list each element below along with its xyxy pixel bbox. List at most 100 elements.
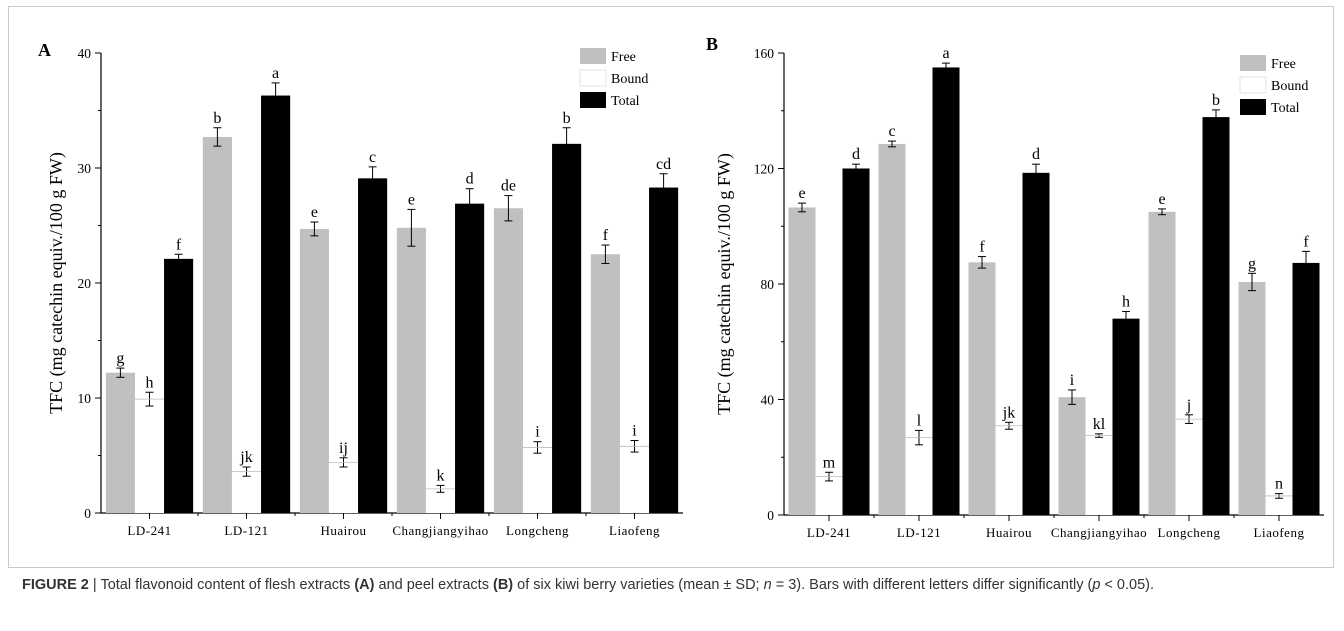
panel-b-significance-letter: l [917, 412, 922, 429]
panel-a-significance-letter: f [176, 236, 182, 253]
panel-b-bar-bound [1086, 436, 1113, 515]
panel-a-significance-letter: cd [656, 156, 671, 173]
panel-a-bar-free [494, 208, 523, 513]
panel-a-y-tick-label: 10 [78, 391, 92, 406]
panel-a-y-tick-label: 40 [78, 46, 92, 61]
panel-a-significance-letter: k [437, 467, 445, 484]
panel-b-bar-bound [816, 477, 843, 515]
panel-b-legend-swatch-free [1240, 55, 1266, 71]
panel-b-legend-label-free: Free [1271, 57, 1296, 72]
caption-text-3: of six kiwi berry varieties (mean ± SD; [513, 577, 764, 593]
panel-a-x-tick-label: Changjiangyihao [392, 523, 488, 538]
panel-b-x-tick-label: Longcheng [1158, 525, 1221, 540]
panel-a-bar-free [300, 229, 329, 513]
panel-b-bar-bound [1266, 496, 1293, 515]
panel-a-y-tick-label: 20 [78, 276, 92, 291]
panel-a-bar-bound [232, 472, 261, 513]
panel-b-y-tick-label: 80 [761, 277, 775, 292]
panel-a-significance-letter: de [501, 178, 516, 195]
panel-b-significance-letter: h [1122, 293, 1130, 310]
panel-b-x-tick-label: LD-241 [807, 525, 851, 540]
panel-b-bar-free [1059, 397, 1086, 515]
panel-a-bar-free [397, 228, 426, 513]
caption-separator: | [89, 577, 101, 593]
charts-canvas: A TFC (mg catechin equiv./100 g FW) 0 10 20 3… [0, 0, 1344, 570]
panel-b-y-axis-title: TFC (mg catechin equiv./100 g FW) [714, 153, 735, 415]
panel-b-significance-letter: e [1158, 191, 1165, 208]
panel-a-bar-total [358, 178, 387, 513]
caption-n-symbol: n [764, 577, 772, 593]
panel-a-legend-swatch-free [580, 48, 606, 64]
panel-b-significance-letter: e [798, 185, 805, 202]
panel-b-bar-total [1023, 173, 1050, 515]
panel-b-significance-letter: g [1248, 255, 1256, 272]
panel-a-significance-letter: e [311, 204, 318, 221]
caption-ref-a: (A) [354, 577, 374, 593]
panel-a-significance-letter: i [632, 423, 637, 440]
panel-a-bar-total [649, 188, 678, 513]
panel-b-significance-letter: a [942, 45, 949, 62]
panel-a-y-axis-title: TFC (mg catechin equiv./100 g FW) [46, 152, 67, 414]
panel-b-legend-label-total: Total [1271, 101, 1300, 116]
panel-a-x-tick-label: Huairou [320, 523, 366, 538]
panel-a-significance-letter: g [116, 350, 124, 367]
panel-b-legend-label-bound: Bound [1271, 79, 1308, 94]
panel-a-x-tick-label: LD-241 [127, 523, 171, 538]
caption-text-5: < 0.05). [1100, 577, 1154, 593]
panel-b-bar-free [1239, 282, 1266, 515]
panel-b-significance-letter: b [1212, 92, 1220, 109]
panel-b-label: B [706, 34, 718, 54]
panel-a-bar-total [164, 259, 193, 513]
panel-a-x-tick-label: Liaofeng [609, 523, 660, 538]
panel-a-x-tick-label: LD-121 [224, 523, 268, 538]
panel-a-x-tick-label: Longcheng [506, 523, 569, 538]
panel-b-y-tick-label: 40 [761, 393, 775, 408]
panel-a-legend-label-bound: Bound [611, 72, 648, 87]
panel-a-significance-letter: e [408, 191, 415, 208]
panel-a-bar-total [455, 204, 484, 513]
panel-b-bar-free [1149, 212, 1176, 515]
panel-a-significance-letter: b [563, 110, 571, 127]
panel-b-bar-bound [906, 438, 933, 515]
panel-b-significance-letter: kl [1093, 416, 1106, 433]
panel-a-bar-free [591, 254, 620, 513]
panel-b-y-tick-label: 160 [754, 46, 775, 61]
panel-a-significance-letter: h [146, 374, 154, 391]
panel-b-significance-letter: f [979, 239, 985, 256]
panel-b-y-tick-label: 0 [767, 508, 774, 523]
panel-a-bar-total [261, 96, 290, 513]
panel-a-bar-bound [135, 399, 164, 513]
panel-b-bar-bound [1176, 419, 1203, 515]
panel-b-y-tick-label: 120 [754, 162, 775, 177]
panel-b-x-tick-label: Liaofeng [1254, 525, 1305, 540]
panel-b-significance-letter: d [852, 146, 860, 163]
panel-a-y-tick-label: 30 [78, 161, 92, 176]
panel-a-significance-letter: d [466, 171, 474, 188]
panel-b-bar-total [933, 67, 960, 515]
caption-text-2: and peel extracts [374, 577, 493, 593]
panel-b-bar-total [1293, 263, 1320, 515]
panel-b-bar-total [843, 169, 870, 516]
panel-b-bar-total [1113, 319, 1140, 515]
panel-a-significance-letter: b [213, 110, 221, 127]
caption-figure-label: FIGURE 2 [22, 577, 89, 593]
panel-b-bar-bound [996, 426, 1023, 515]
panel-b-x-tick-label: Changjiangyihao [1051, 525, 1147, 540]
panel-a-bar-bound [620, 446, 649, 513]
panel-a-y-tick-label: 0 [84, 506, 91, 521]
panel-a-bar-free [203, 137, 232, 513]
panel-a-bar-free [106, 373, 135, 513]
panel-b-significance-letter: j [1186, 397, 1191, 414]
panel-a-legend-label-total: Total [611, 94, 640, 109]
panel-b-x-tick-label: Huairou [986, 525, 1032, 540]
panel-a-significance-letter: i [535, 424, 540, 441]
panel-a-legend-swatch-total [580, 92, 606, 108]
caption-ref-b: (B) [493, 577, 513, 593]
panel-a-legend-swatch-bound [580, 70, 606, 86]
panel-b-bar-free [789, 207, 816, 515]
panel-a-bar-total [552, 144, 581, 513]
panel-b-bar-free [879, 144, 906, 515]
panel-a-legend-label-free: Free [611, 50, 636, 65]
panel-b-bar-free [969, 262, 996, 515]
panel-a-significance-letter: ij [339, 440, 348, 457]
